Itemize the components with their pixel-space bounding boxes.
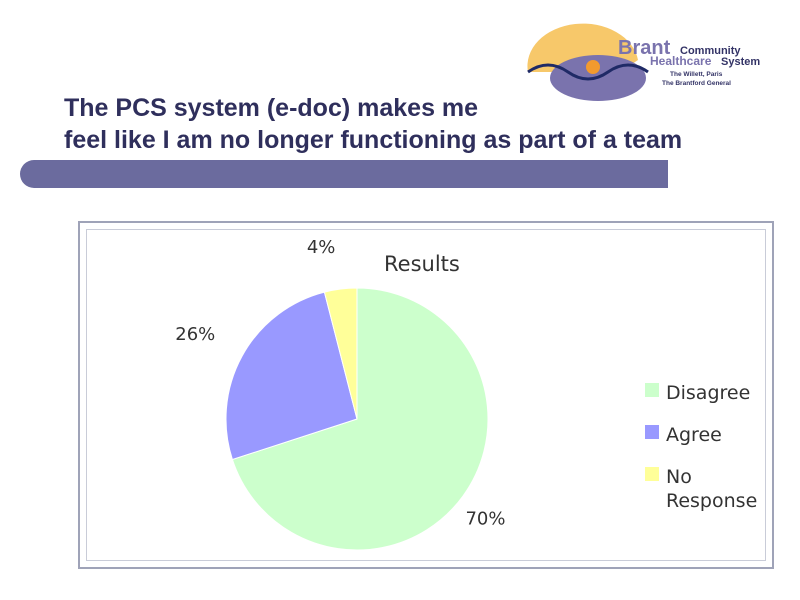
slide-title-line-2: feel like I am no longer functioning as … (64, 126, 683, 154)
slide-title: The PCS system (e-doc) makes me feel lik… (64, 92, 794, 156)
pie-slice-agree (225, 291, 358, 461)
brant-healthcare-logo: Brant Community Healthcare System The Wi… (527, 23, 760, 101)
logo-healthcare: Healthcare (650, 54, 712, 68)
legend-swatch-no-response (645, 467, 659, 481)
logo-sub2: The Brantford General (662, 80, 731, 87)
logo-brand: Brant (618, 37, 671, 59)
pie-slice-disagree (231, 287, 489, 551)
logo-wave-shape (527, 63, 649, 81)
pie-chart: 70% 26% 4% Results Disagree Agree No Response (175, 237, 757, 551)
legend-swatch-agree (645, 425, 659, 439)
pie-slice-no-response (323, 287, 358, 420)
chart-title: Results (384, 252, 460, 276)
chart-inner-border (86, 229, 766, 561)
pie-label-no-response: 4% (307, 237, 336, 258)
pie-label-agree: 26% (175, 324, 215, 345)
logo-sun-dot (586, 60, 600, 74)
legend-swatch-disagree (645, 383, 659, 397)
title-underline-bar (20, 160, 668, 188)
legend-label-agree: Agree (666, 424, 722, 446)
logo-sub1: The Willett, Paris (670, 71, 723, 78)
pie-label-disagree: 70% (465, 509, 505, 530)
logo-system: System (721, 56, 760, 68)
slide-title-line-1: The PCS system (e-doc) makes me (64, 94, 479, 122)
legend-label-disagree: Disagree (666, 382, 750, 404)
chart-frame: 70% 26% 4% Results Disagree Agree No Response (78, 221, 774, 569)
legend-label-no-response: No Response (666, 466, 757, 512)
logo-community: Community (680, 45, 741, 57)
